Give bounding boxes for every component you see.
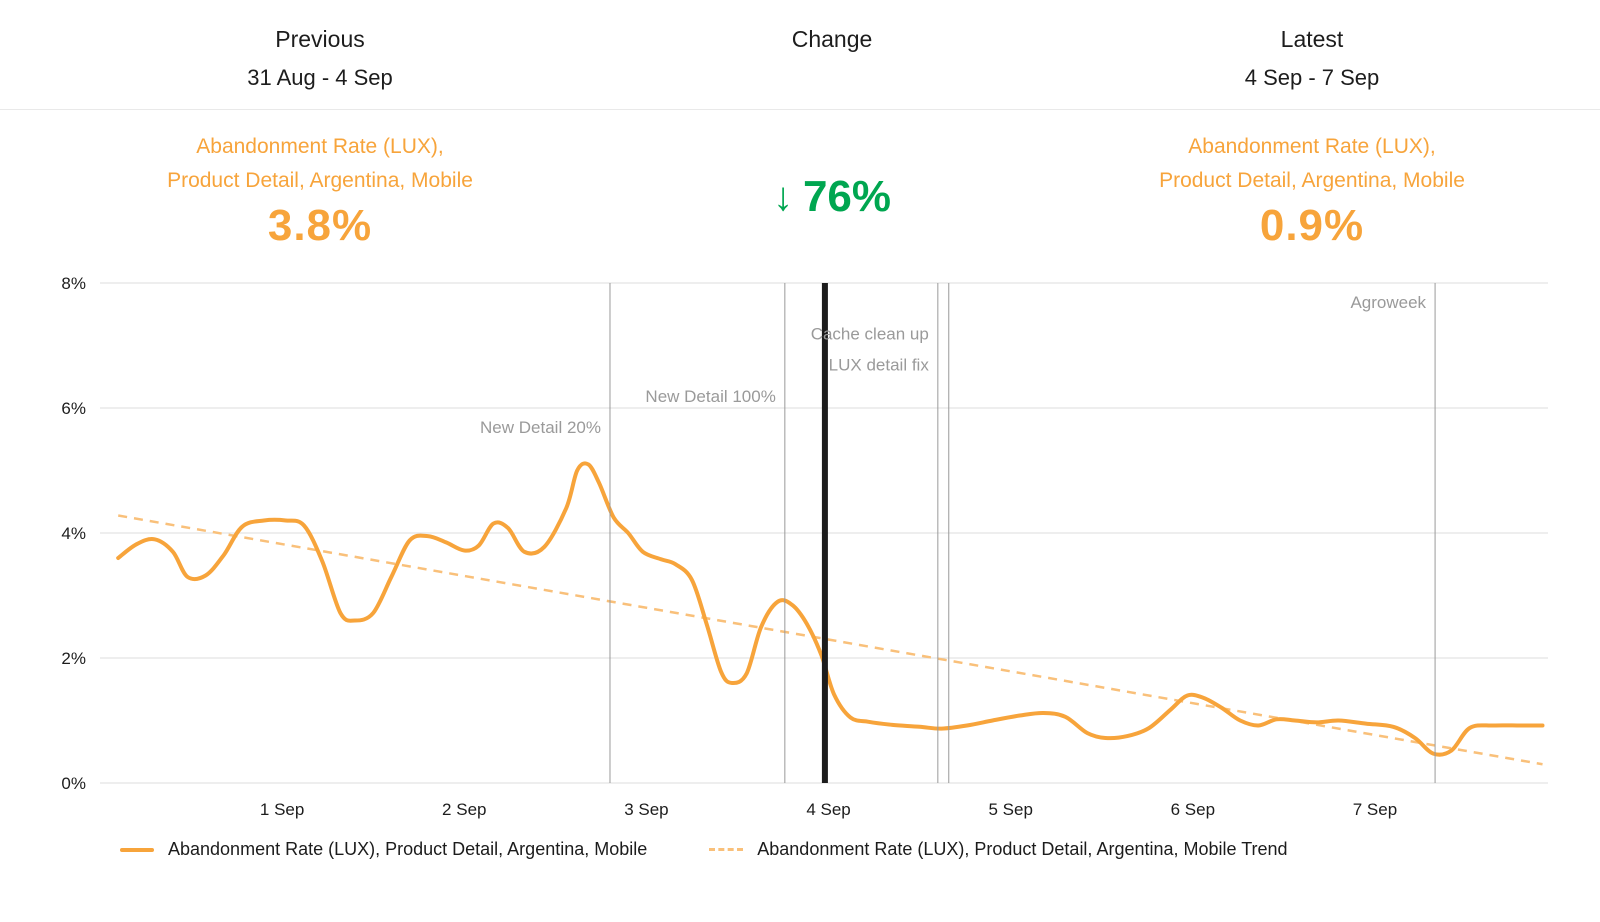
- event-label: New Detail 20%: [480, 418, 601, 437]
- abandonment-rate-chart: 0% 2% 4% 6% 8% 1 Sep 2 Sep 3 Sep 4 Sep 5 Sep 6 Sep…: [61, 274, 1548, 819]
- y-tick-label: 6%: [61, 399, 86, 418]
- previous-range: 31 Aug - 4 Sep: [247, 65, 393, 90]
- summary-header: Previous 31 Aug - 4 Sep Change Latest 4 …: [0, 0, 1600, 91]
- y-tick-label: 2%: [61, 649, 86, 668]
- change-header: Change: [640, 26, 1024, 91]
- chart-legend: Abandonment Rate (LUX), Product Detail, …: [0, 839, 1600, 860]
- latest-metric-label-line1: Abandonment Rate (LUX),: [1188, 135, 1436, 158]
- change-metric: ↓ 76%: [640, 130, 1024, 251]
- x-tick-label: 1 Sep: [260, 800, 304, 819]
- legend-item-trend: Abandonment Rate (LUX), Product Detail, …: [709, 839, 1288, 860]
- legend-label-trend: Abandonment Rate (LUX), Product Detail, …: [757, 839, 1288, 860]
- legend-item-rate: Abandonment Rate (LUX), Product Detail, …: [120, 839, 647, 860]
- metrics-row: Abandonment Rate (LUX), Product Detail, …: [0, 110, 1600, 251]
- latest-metric-value: 0.9%: [1259, 201, 1365, 251]
- y-tick-label: 4%: [61, 524, 86, 543]
- solid-line-swatch: [120, 847, 154, 852]
- event-label: New Detail 100%: [645, 387, 775, 406]
- down-arrow-icon: ↓: [772, 174, 793, 219]
- x-tick-label: 7 Sep: [1353, 800, 1397, 819]
- latest-metric-label-line2: Product Detail, Argentina, Mobile: [1159, 168, 1465, 192]
- latest-period-header: Latest 4 Sep - 7 Sep: [1024, 26, 1600, 91]
- previous-metric: Abandonment Rate (LUX), Product Detail, …: [0, 130, 640, 251]
- event-label: Cache clean up: [811, 324, 929, 343]
- y-tick-label: 0%: [61, 774, 86, 793]
- change-metric-value: 76%: [802, 172, 892, 221]
- event-label: Agroweek: [1350, 293, 1426, 312]
- latest-metric: Abandonment Rate (LUX), Product Detail, …: [1024, 130, 1600, 251]
- previous-metric-value: 3.8%: [267, 201, 373, 251]
- x-tick-label: 4 Sep: [806, 800, 850, 819]
- change-range-spacer: [640, 65, 1024, 91]
- header-divider: [0, 109, 1600, 110]
- latest-title: Latest: [1280, 26, 1344, 52]
- y-tick-label: 8%: [61, 274, 86, 293]
- x-tick-label: 6 Sep: [1171, 800, 1215, 819]
- series-trend-line: [117, 514, 1543, 766]
- chart-area: 0% 2% 4% 6% 8% 1 Sep 2 Sep 3 Sep 4 Sep 5 Sep 6 Sep…: [0, 253, 1600, 833]
- x-tick-label: 5 Sep: [988, 800, 1032, 819]
- change-title: Change: [791, 26, 873, 52]
- legend-label-rate: Abandonment Rate (LUX), Product Detail, …: [168, 839, 648, 860]
- previous-metric-label-line1: Abandonment Rate (LUX),: [196, 135, 444, 158]
- series-rate-line: [116, 461, 1545, 757]
- x-tick-label: 2 Sep: [442, 800, 486, 819]
- previous-period-header: Previous 31 Aug - 4 Sep: [0, 26, 640, 91]
- previous-title: Previous: [275, 26, 365, 52]
- event-label: LUX detail fix: [829, 356, 930, 375]
- latest-range: 4 Sep - 7 Sep: [1244, 65, 1380, 90]
- previous-metric-label-line2: Product Detail, Argentina, Mobile: [167, 168, 473, 192]
- dashed-line-swatch: [709, 848, 744, 852]
- x-tick-label: 3 Sep: [624, 800, 668, 819]
